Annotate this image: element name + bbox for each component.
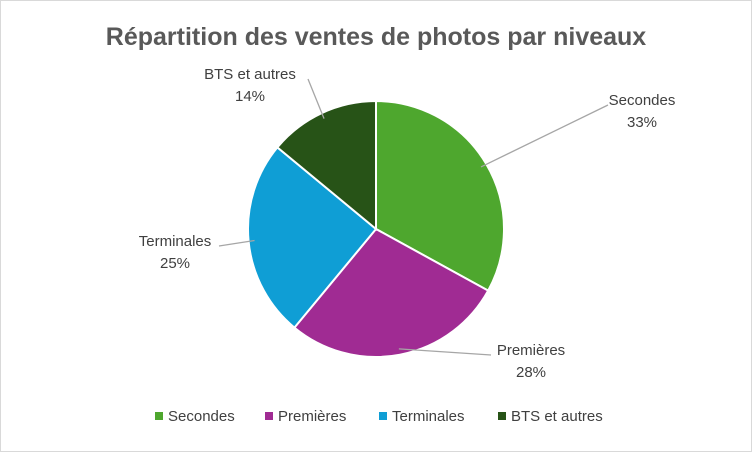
data-label-category-terminales: Terminales xyxy=(139,233,212,250)
legend: Secondes Premières Terminales BTS et autres xyxy=(155,408,603,425)
data-labels: Secondes 33% Premières 28% Terminales 25% BTS … xyxy=(139,66,676,381)
data-label-value-terminales: 25% xyxy=(160,255,190,272)
data-label-category-premieres: Premières xyxy=(497,342,565,359)
data-label-value-bts-et-autres: 14% xyxy=(235,88,265,105)
legend-label-secondes: Secondes xyxy=(168,408,235,425)
data-label-value-premieres: 28% xyxy=(516,364,546,381)
leader-line-premieres xyxy=(398,348,492,356)
data-label-category-secondes: Secondes xyxy=(609,92,676,109)
leader-lines xyxy=(218,78,609,356)
legend-swatch-terminales xyxy=(379,412,387,420)
legend-swatch-bts-et-autres xyxy=(498,412,506,420)
data-label-value-secondes: 33% xyxy=(627,114,657,131)
legend-label-bts-et-autres: BTS et autres xyxy=(511,408,603,425)
legend-swatch-secondes xyxy=(155,412,163,420)
legend-label-terminales: Terminales xyxy=(392,408,465,425)
data-label-category-bts-et-autres: BTS et autres xyxy=(204,66,296,83)
legend-swatch-premieres xyxy=(265,412,273,420)
chart-title: Répartition des ventes de photos par niv… xyxy=(106,23,647,51)
legend-label-premieres: Premières xyxy=(278,408,346,425)
leader-line-secondes xyxy=(480,104,609,168)
pie-slice-premieres xyxy=(293,227,490,358)
pie-slices xyxy=(247,99,505,358)
leader-line-bts-et-autres xyxy=(307,78,325,119)
leader-line-terminales xyxy=(218,239,255,247)
